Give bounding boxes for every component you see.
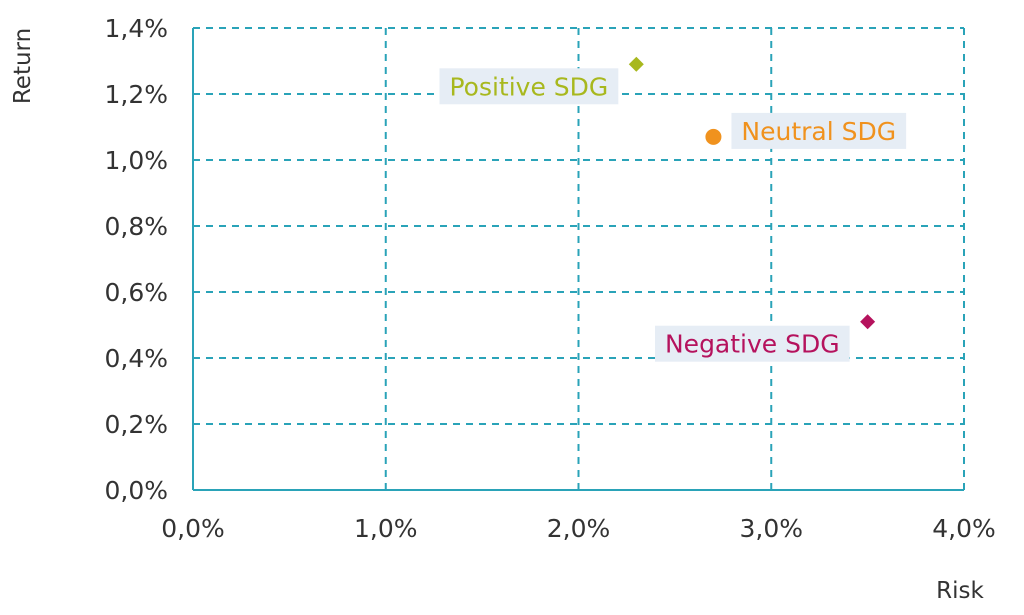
y-tick-label: 0,8%	[104, 212, 168, 241]
y-tick-label: 0,0%	[104, 476, 168, 505]
y-tick-label: 0,2%	[104, 410, 168, 439]
point-label: Positive SDG	[449, 72, 608, 101]
point-label-box	[654, 325, 850, 362]
x-tick-label: 3,0%	[739, 514, 803, 543]
y-tick-label: 0,4%	[104, 344, 168, 373]
x-tick-label: 2,0%	[547, 514, 611, 543]
y-tick-label: 1,4%	[104, 14, 168, 43]
y-axis-title: Return	[10, 28, 36, 104]
point-label: Neutral SDG	[741, 117, 896, 146]
point-label-box	[731, 112, 907, 149]
y-tick-label: 1,2%	[104, 80, 168, 109]
axes	[192, 28, 964, 491]
x-tick-label: 0,0%	[161, 514, 225, 543]
x-axis-title: Risk	[936, 578, 984, 604]
y-tick-label: 0,6%	[104, 278, 168, 307]
data-point	[628, 56, 644, 72]
data-point	[860, 314, 876, 330]
x-tick-label: 4,0%	[932, 514, 996, 543]
point-label: Negative SDG	[665, 330, 840, 359]
point-label-box	[439, 68, 619, 105]
tick-labels: 0,0% 0,2% 0,4% 0,6% 0,8% 1,0% 1,2% 1,4% 0,0% 1,0%…	[104, 14, 995, 543]
x-tick-label: 1,0%	[354, 514, 418, 543]
point-labels: Positive SDG Neutral SDG Negative SDG	[439, 68, 907, 362]
y-tick-label: 1,0%	[104, 146, 168, 175]
data-points	[628, 56, 876, 330]
data-point	[705, 128, 722, 145]
